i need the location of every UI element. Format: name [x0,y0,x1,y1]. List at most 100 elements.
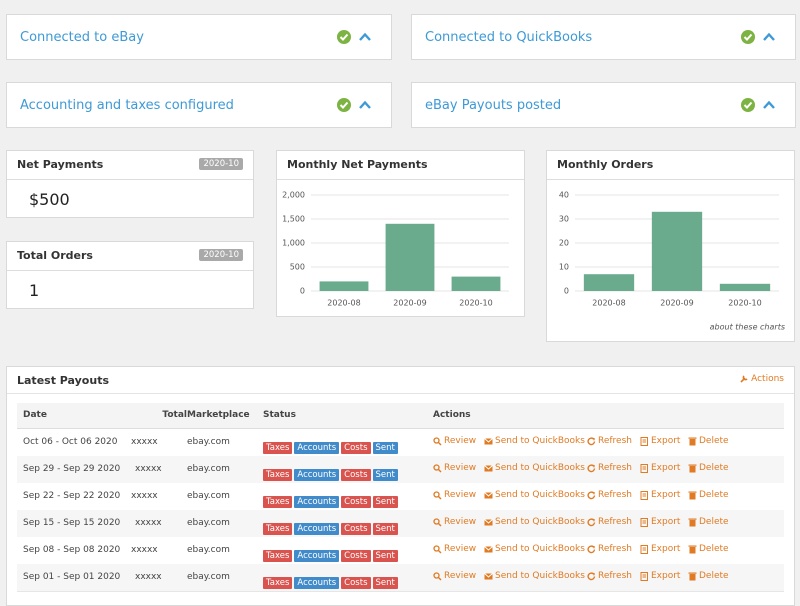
action-label[interactable]: Review [444,571,477,581]
chart-note[interactable]: about these charts [710,323,785,332]
row-action[interactable]: Review [433,490,476,500]
action-label[interactable]: Review [444,463,477,473]
row-action[interactable]: Export [640,571,680,581]
row-action[interactable]: Refresh [587,571,632,581]
chart-title: Monthly Net Payments [287,158,428,171]
action-label[interactable]: Delete [699,490,729,500]
action-icon [688,491,697,499]
column-header: Total [162,410,187,420]
row-action[interactable]: Export [640,463,680,473]
chevron-icon [359,100,371,109]
action-icon [433,463,442,472]
panel-header: Monthly Orders [547,151,794,180]
status-icons [337,98,371,112]
action-label[interactable]: Refresh [598,571,632,581]
row-action[interactable]: Refresh [587,490,632,500]
row-action[interactable]: Send to QuickBooks [484,571,585,581]
chevron-icon [763,32,775,41]
table-row: Sep 22 - Sep 22 2020 xxxxx ebay.com Taxes Ac… [17,483,784,511]
table-header: Date Total Marketplace Status Actions [17,403,784,429]
action-icon [587,544,596,553]
action-label[interactable]: Send to QuickBooks [495,517,585,527]
status-icons [337,30,371,44]
table-row: Sep 29 - Sep 29 2020 xxxxx ebay.com Taxes Ac… [17,456,784,484]
payouts-panel: Latest Payouts Actions Date Total Marketpl… [6,366,795,606]
row-action[interactable]: Refresh [587,436,632,446]
action-label[interactable]: Delete [699,436,729,446]
row-action[interactable]: Send to QuickBooks [484,463,585,473]
action-label[interactable]: Review [444,517,477,527]
row-action[interactable]: Delete [688,436,729,446]
status-label[interactable]: Connected to eBay [20,30,144,45]
action-icon [640,571,648,581]
action-label[interactable]: Send to QuickBooks [495,436,585,446]
action-label[interactable]: Delete [699,463,729,473]
actions-link[interactable]: Actions [740,374,784,384]
stat-panel: Net Payments 2020-10 $500 [6,150,254,218]
row-action[interactable]: Send to QuickBooks [484,544,585,554]
action-label[interactable]: Export [651,571,681,581]
date-cell: Oct 06 - Oct 06 2020 [23,437,118,447]
action-icon [688,545,697,553]
row-action[interactable]: Review [433,436,476,446]
row-action[interactable]: Export [640,544,680,554]
panel-header: Monthly Net Payments [277,151,524,180]
y-tick-label: 20 [559,239,569,248]
action-label[interactable]: Export [651,490,681,500]
action-label[interactable]: Refresh [598,544,632,554]
check-mark [339,33,349,41]
row-action[interactable]: Refresh [587,544,632,554]
action-label[interactable]: Delete [699,517,729,527]
action-label[interactable]: Send to QuickBooks [495,463,585,473]
action-label[interactable]: Export [651,436,681,446]
date-cell: Sep 01 - Sep 01 2020 [23,572,121,582]
status-label[interactable]: Accounting and taxes configured [20,98,234,113]
row-action[interactable]: Review [433,463,476,473]
action-label[interactable]: Review [444,436,477,446]
row-action[interactable]: Refresh [587,517,632,527]
action-label[interactable]: Send to QuickBooks [495,490,585,500]
action-label[interactable]: Export [651,517,681,527]
row-action[interactable]: Delete [688,490,729,500]
action-icon [433,544,442,553]
table-row: Sep 01 - Sep 01 2020 xxxxx ebay.com Taxes Ac… [17,564,784,592]
action-label[interactable]: Send to QuickBooks [495,544,585,554]
row-action[interactable]: Delete [688,571,729,581]
y-tick-label: 30 [559,215,569,224]
row-action[interactable]: Delete [688,463,729,473]
row-action[interactable]: Review [433,544,476,554]
row-action[interactable]: Send to QuickBooks [484,490,585,500]
row-action[interactable]: Refresh [587,463,632,473]
action-label[interactable]: Delete [699,571,729,581]
status-badge: Taxes [263,523,293,535]
row-action[interactable]: Delete [688,544,729,554]
action-label[interactable]: Refresh [598,517,632,527]
status-label[interactable]: eBay Payouts posted [425,98,562,113]
action-label[interactable]: Send to QuickBooks [495,571,585,581]
action-label[interactable]: Refresh [598,490,632,500]
action-label[interactable]: Refresh [598,463,632,473]
marketplace-cell: ebay.com [187,464,230,474]
action-label[interactable]: Export [651,463,681,473]
row-action[interactable]: Review [433,571,476,581]
action-icon [640,517,648,527]
table-row: Sep 15 - Sep 15 2020 xxxxx ebay.com Taxes Ac… [17,510,784,538]
row-action[interactable]: Delete [688,517,729,527]
action-label[interactable]: Refresh [598,436,632,446]
y-tick-label: 2,000 [282,191,305,200]
row-action[interactable]: Review [433,517,476,527]
row-action[interactable]: Export [640,436,680,446]
action-label[interactable]: Delete [699,544,729,554]
status-label[interactable]: Connected to QuickBooks [425,30,593,45]
marketplace-cell: ebay.com [187,491,230,501]
date-cell: Sep 08 - Sep 08 2020 [23,545,121,555]
status-card: Connected to eBay [6,14,392,60]
actions-link-text[interactable]: Actions [751,374,784,384]
row-action[interactable]: Send to QuickBooks [484,436,585,446]
action-label[interactable]: Review [444,544,477,554]
row-action[interactable]: Export [640,490,680,500]
row-action[interactable]: Send to QuickBooks [484,517,585,527]
row-action[interactable]: Export [640,517,680,527]
action-label[interactable]: Review [444,490,477,500]
action-label[interactable]: Export [651,544,681,554]
